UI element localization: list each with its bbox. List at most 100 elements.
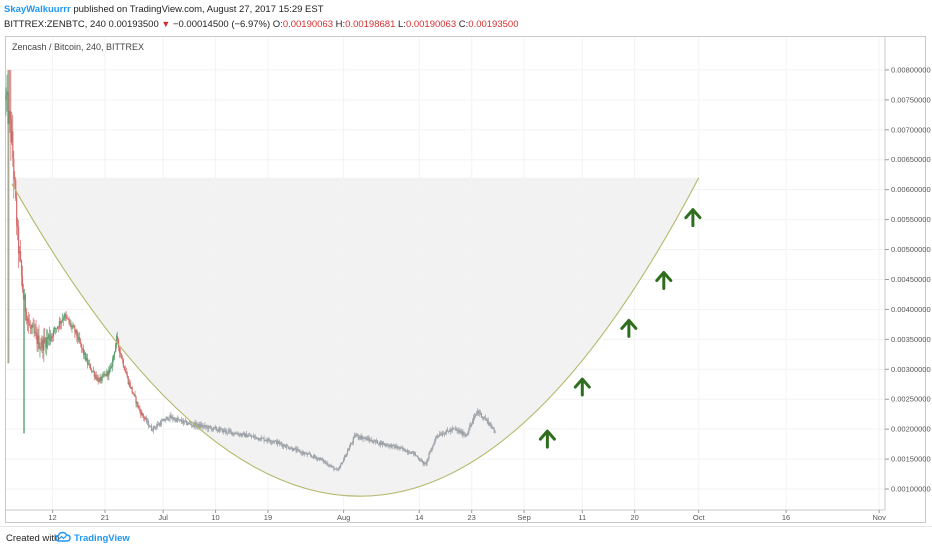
candle-body — [300, 452, 302, 453]
candle-body — [365, 437, 367, 439]
candle-body — [39, 347, 41, 349]
candle-body — [467, 432, 469, 435]
candle-body — [242, 433, 244, 436]
candle-body — [433, 444, 435, 446]
candle-body — [265, 440, 267, 442]
candle-body — [319, 458, 321, 461]
candle-body — [449, 429, 451, 432]
candle-body — [122, 359, 124, 367]
price-chart[interactable]: 0.00800000 0.00750000 0.00700000 0.00650000… — [0, 0, 932, 526]
candle-body — [325, 462, 327, 464]
candle-body — [364, 437, 366, 439]
candle-body — [91, 370, 93, 372]
candle-body — [99, 377, 101, 380]
candle-body — [339, 466, 341, 469]
candle-body — [315, 457, 318, 460]
candle-body — [102, 374, 104, 376]
candle-body — [390, 444, 392, 448]
candle-body — [419, 460, 421, 462]
candle-body — [148, 421, 150, 427]
cup-curve-line[interactable] — [11, 177, 700, 497]
candle-body — [108, 369, 110, 376]
candle-body — [330, 465, 332, 467]
candle-body — [386, 445, 388, 446]
candle-body — [443, 434, 446, 435]
candle-body — [92, 370, 94, 372]
candle-body — [144, 418, 146, 419]
up-arrow-icon[interactable] — [655, 270, 673, 290]
candle-body — [23, 294, 26, 300]
time-tick-label: 12 — [48, 513, 56, 522]
candle-body — [466, 434, 468, 436]
candle-body — [323, 461, 325, 463]
candle-body — [148, 426, 151, 428]
candle-body — [113, 354, 115, 359]
candle-body — [109, 368, 111, 370]
chart-frame[interactable] — [5, 36, 926, 523]
candle-body — [112, 358, 114, 367]
candle-body — [12, 131, 14, 159]
candle-body — [220, 428, 222, 430]
up-arrow-icon[interactable] — [684, 208, 702, 228]
price-tick-label: 0.00300000 — [891, 365, 931, 374]
up-arrow-icon[interactable] — [620, 318, 638, 338]
candle-body — [328, 465, 330, 467]
price-change: −0.00014500 (−6.97%) — [172, 19, 271, 30]
price-axis[interactable]: 0.00800000 0.00750000 0.00700000 0.00650000… — [884, 36, 931, 510]
candle-body — [139, 407, 141, 412]
candle-body — [392, 444, 394, 446]
candle-body — [248, 435, 251, 437]
candle-body — [302, 452, 304, 454]
author-link[interactable]: SkayWalkuurrr — [4, 4, 71, 15]
candle-body — [123, 366, 125, 370]
up-arrow-icon[interactable] — [538, 429, 556, 449]
candle-body — [97, 377, 99, 383]
candle-body — [201, 425, 203, 428]
candle-body — [374, 440, 376, 443]
candle-body — [22, 289, 25, 300]
candle-body — [371, 439, 373, 442]
candle-body — [96, 377, 98, 380]
candle-body — [484, 417, 486, 420]
candle-body — [441, 434, 443, 436]
candle-body — [184, 420, 187, 422]
candle-body — [357, 434, 359, 438]
candle-body — [212, 429, 214, 431]
candle-body — [252, 435, 255, 438]
candle-body — [231, 431, 233, 435]
up-arrow-icon[interactable] — [573, 377, 591, 397]
candle-body — [426, 459, 428, 464]
created-with-label: Created with — [6, 533, 60, 544]
candle-body — [286, 445, 288, 447]
candle-body — [43, 337, 45, 351]
candle-body — [205, 425, 207, 428]
candle-body — [418, 459, 420, 461]
candle-body — [25, 311, 27, 321]
candle-body — [425, 463, 427, 465]
candle-body — [400, 447, 402, 449]
tradingview-brand[interactable]: TradingView — [74, 533, 130, 544]
time-tick-label: 23 — [468, 513, 476, 522]
close-value: 0.00193500 — [468, 19, 519, 30]
candle-body — [427, 458, 429, 460]
candle-body — [403, 448, 405, 450]
candle-body — [422, 461, 424, 465]
arrow-annotations — [538, 208, 702, 449]
time-axis[interactable]: 12 21 Jul 10 19 Aug 14 23 Sep 11 20 Oct 16 Nov — [6, 509, 886, 522]
candle-body — [279, 442, 282, 444]
candle-body — [260, 437, 262, 440]
candle-body — [47, 337, 49, 339]
candle-body — [441, 433, 444, 435]
candle-body — [86, 358, 89, 365]
candle-body — [52, 330, 55, 337]
low-value: 0.00190063 — [405, 19, 457, 30]
candle-body — [318, 458, 320, 461]
candle-body — [301, 452, 303, 454]
candle-body — [195, 422, 197, 427]
candle-body — [440, 434, 442, 436]
candle-body — [200, 424, 202, 428]
candle-body — [172, 416, 174, 420]
footer: Created with TradingView — [0, 526, 932, 551]
candle-body — [326, 462, 328, 466]
candle-body — [445, 429, 448, 433]
